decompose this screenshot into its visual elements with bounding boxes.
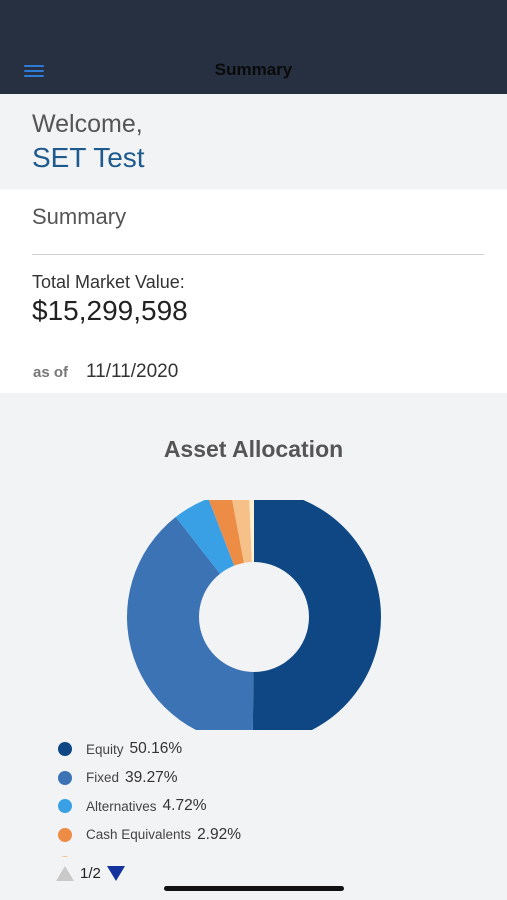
divider: [32, 254, 484, 255]
user-name: SET Test: [32, 142, 145, 173]
legend-label: Other: [86, 856, 120, 857]
donut-slice-other[interactable]: [231, 500, 252, 563]
hamburger-menu-icon[interactable]: [24, 65, 44, 79]
legend-label: Alternatives: [86, 798, 157, 814]
page-indicator: 1/2: [80, 864, 101, 882]
legend-dot: [58, 770, 72, 785]
legend-item: Equity 50.16%: [58, 735, 458, 764]
legend-dot: [58, 856, 72, 857]
legend-label: Cash Equivalents: [86, 827, 192, 843]
legend-value: 39.27%: [125, 768, 178, 786]
legend-item: Other: [58, 849, 458, 857]
as-of-label: as of: [33, 364, 69, 381]
pager: 1/2: [56, 862, 125, 884]
legend-dot: [58, 827, 72, 842]
page-title: Summary: [214, 60, 293, 79]
donut-slice-equity[interactable]: [252, 500, 381, 730]
chart-legend: Equity 50.16% Fixed 39.27% Alternatives 4.72%…: [58, 735, 458, 857]
legend-dot: [58, 742, 72, 757]
previous-page-icon[interactable]: [56, 865, 74, 881]
market-value: $15,299,598: [32, 295, 188, 326]
welcome-label: Welcome,: [32, 110, 143, 138]
legend-item: Fixed 39.27%: [58, 764, 458, 793]
legend-value: 4.72%: [162, 797, 207, 815]
legend-item: Cash Equivalents 2.92%: [58, 821, 458, 850]
donut-slice-other-2[interactable]: [249, 500, 254, 563]
legend-label: Fixed: [86, 770, 120, 786]
app-header: [0, 0, 507, 94]
summary-card: [0, 189, 507, 393]
legend-label: Equity: [86, 741, 124, 757]
asset-allocation-donut-chart[interactable]: [0, 500, 507, 730]
legend-dot: [58, 799, 72, 814]
donut-slice-cash-equivalents[interactable]: [208, 500, 244, 566]
legend-item: Alternatives 4.72%: [58, 792, 458, 821]
donut-slice-alternatives[interactable]: [175, 500, 235, 574]
legend-value: 50.16%: [129, 740, 183, 758]
home-indicator: [164, 886, 344, 891]
donut-slice-fixed[interactable]: [127, 516, 254, 730]
chart-title: Asset Allocation: [163, 436, 344, 462]
summary-title: Summary: [32, 204, 127, 229]
market-value-label: Total Market Value:: [32, 272, 185, 292]
as-of-date: 11/11/2020: [86, 361, 179, 382]
welcome-section: [0, 94, 507, 189]
legend-value: 2.92%: [197, 825, 242, 843]
next-page-icon[interactable]: [106, 865, 125, 881]
